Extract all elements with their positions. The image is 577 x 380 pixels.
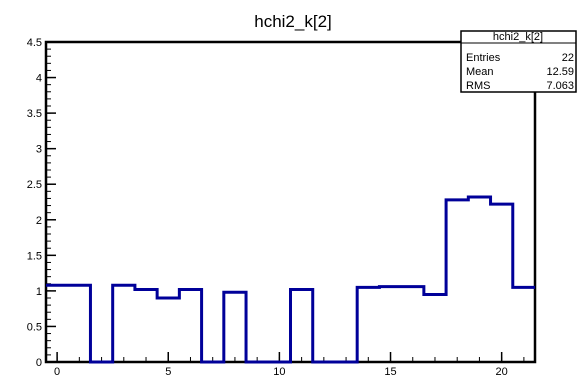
histogram-bin [424,294,446,362]
histogram-bin [224,292,246,362]
histogram-bin [468,197,490,362]
histogram-bin [113,285,135,362]
stats-rms-value: 7.063 [546,80,574,92]
y-tick-label: 0.5 [27,321,42,333]
histogram-bin [157,298,179,362]
histogram-bin [402,287,424,362]
histogram-bin [135,289,157,362]
stats-entries-value: 22 [562,52,574,64]
histogram-bin [446,200,468,362]
y-tick-label: 3.5 [27,108,42,120]
x-tick-label: 15 [384,366,396,378]
histogram-outline [46,195,535,364]
x-tick-label: 5 [165,366,171,378]
stats-entries-label: Entries [466,52,501,64]
y-tick-label: 4.5 [27,37,42,49]
stats-mean-label: Mean [466,66,494,78]
y-tick-label: 1 [36,286,42,298]
ticks-layer: 0 0.5 1 1.5 2 2.5 3 3.5 4 4.5 0 5 10 15 20 [27,37,525,378]
histogram [46,195,535,364]
x-tick-label: 10 [273,366,285,378]
y-tick-label: 2.5 [27,179,42,191]
y-tick-label: 3 [36,144,42,156]
histogram-bin [46,285,68,362]
histogram-bin [68,285,90,362]
stats-box-frame [460,30,577,93]
y-tick-label: 2 [36,215,42,227]
stats-mean-value: 12.59 [546,66,574,78]
histogram-bin [513,287,535,362]
stats-rms-label: RMS [466,80,490,92]
histogram-bin [357,287,379,362]
y-tick-label: 1.5 [27,250,42,262]
histogram-bin [491,204,513,362]
stats-box-title: hchi2_k[2] [493,31,543,43]
stats-box: hchi2_k[2] Entries 22 Mean 12.59 RMS 7.0… [460,30,577,93]
y-tick-label: 0 [36,357,42,369]
chart-title: hchi2_k[2] [254,12,332,31]
y-tick-label: 4 [36,73,42,85]
x-tick-label: 20 [496,366,508,378]
histogram-bin [179,289,201,362]
histogram-bin [291,289,313,362]
x-tick-label: 0 [54,366,60,378]
histogram-bin [379,287,401,362]
